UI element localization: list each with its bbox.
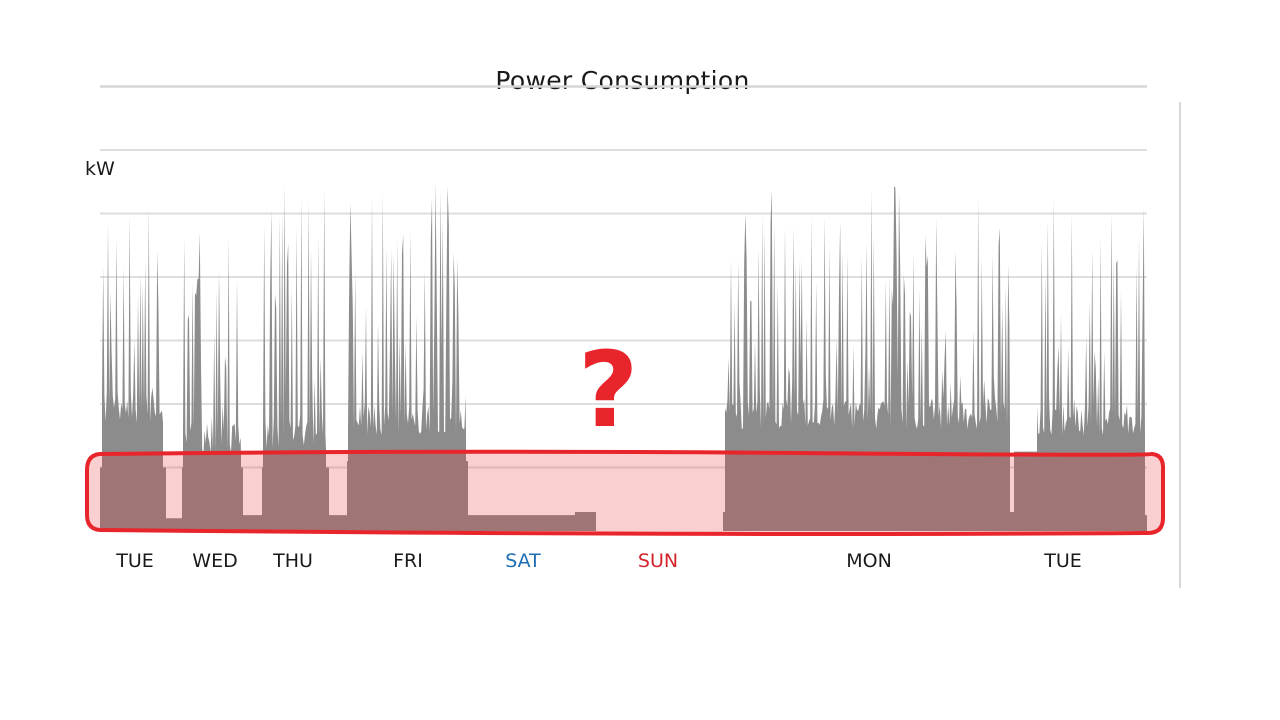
x-tick-label: TUE — [116, 550, 154, 572]
x-tick-label: SUN — [637, 550, 679, 572]
x-tick-label: TUE — [1044, 550, 1082, 572]
active-period-tue — [1037, 197, 1145, 532]
question-mark-annotation: ? — [578, 329, 639, 451]
x-tick-label: FRI — [393, 550, 423, 572]
baseload-highlight — [85, 449, 1166, 536]
active-period-tue — [102, 206, 163, 531]
y-axis-label: kW — [85, 158, 115, 180]
active-period-wed — [183, 232, 241, 532]
chart-title: Power Consumption — [495, 66, 750, 95]
power-area-series — [100, 181, 1147, 532]
x-tick-label: WED — [192, 550, 238, 572]
active-period-fri — [348, 181, 466, 532]
baseload-highlight-box — [85, 449, 1166, 536]
active-period-thu — [263, 183, 326, 532]
x-tick-label: THU — [273, 550, 313, 572]
x-tick-label: SAT — [505, 550, 541, 572]
active-period-mon — [725, 185, 1010, 532]
x-tick-label: MON — [846, 550, 892, 572]
